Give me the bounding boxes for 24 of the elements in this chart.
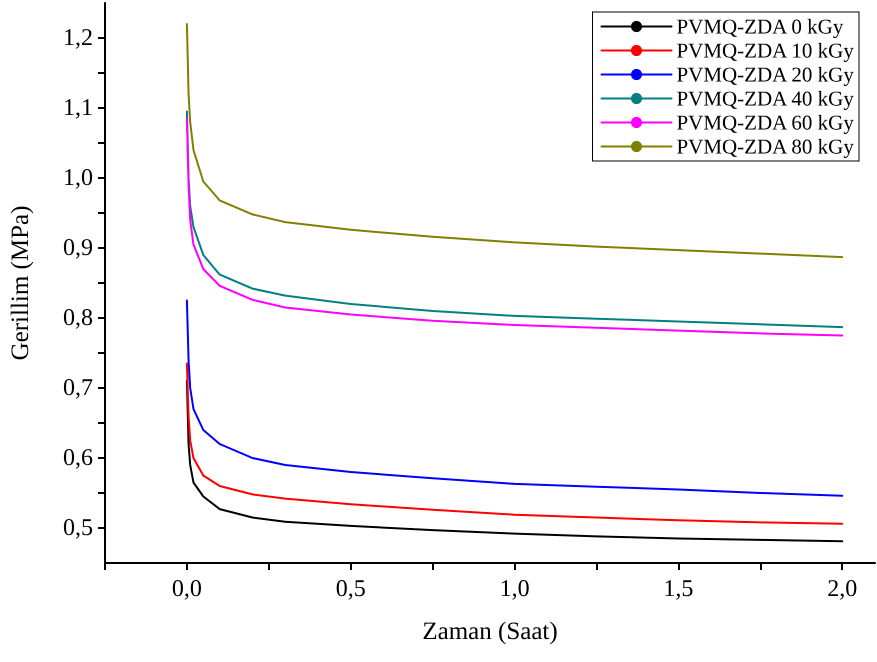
x-axis-title: Zaman (Saat)	[422, 618, 558, 645]
x-tick-label: 0,5	[336, 576, 366, 602]
y-tick-label: 1,2	[63, 25, 93, 51]
y-tick-label: 0,5	[63, 515, 93, 541]
y-tick-label: 0,7	[63, 375, 93, 401]
legend-label: PVMQ-ZDA 80 kGy	[676, 134, 854, 158]
y-tick-label: 0,6	[63, 445, 93, 471]
legend-label: PVMQ-ZDA 20 kGy	[676, 62, 854, 86]
line-series	[186, 362, 844, 525]
x-tick-label: 1,0	[500, 576, 530, 602]
y-tick-label: 0,8	[63, 305, 93, 331]
legend-label: PVMQ-ZDA 40 kGy	[676, 86, 854, 110]
y-tick-label: 1,1	[63, 95, 93, 121]
legend-label: PVMQ-ZDA 60 kGy	[676, 110, 854, 134]
x-tick-label: 0,0	[172, 576, 202, 602]
y-tick-label: 0,9	[63, 235, 93, 261]
line-series	[186, 300, 844, 497]
y-tick-label: 1,0	[63, 165, 93, 191]
y-axis-title: Gerillim (MPa)	[7, 206, 34, 360]
x-tick-label: 2,0	[827, 576, 858, 602]
x-tick-label: 1,5	[663, 576, 694, 602]
legend-label: PVMQ-ZDA 10 kGy	[676, 38, 854, 62]
legend-label: PVMQ-ZDA 0 kGy	[676, 14, 844, 38]
line-series	[186, 380, 844, 542]
